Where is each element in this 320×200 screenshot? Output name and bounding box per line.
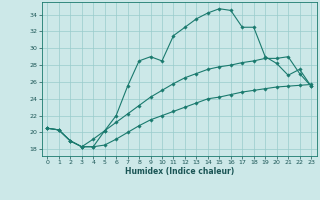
X-axis label: Humidex (Indice chaleur): Humidex (Indice chaleur) [124,167,234,176]
